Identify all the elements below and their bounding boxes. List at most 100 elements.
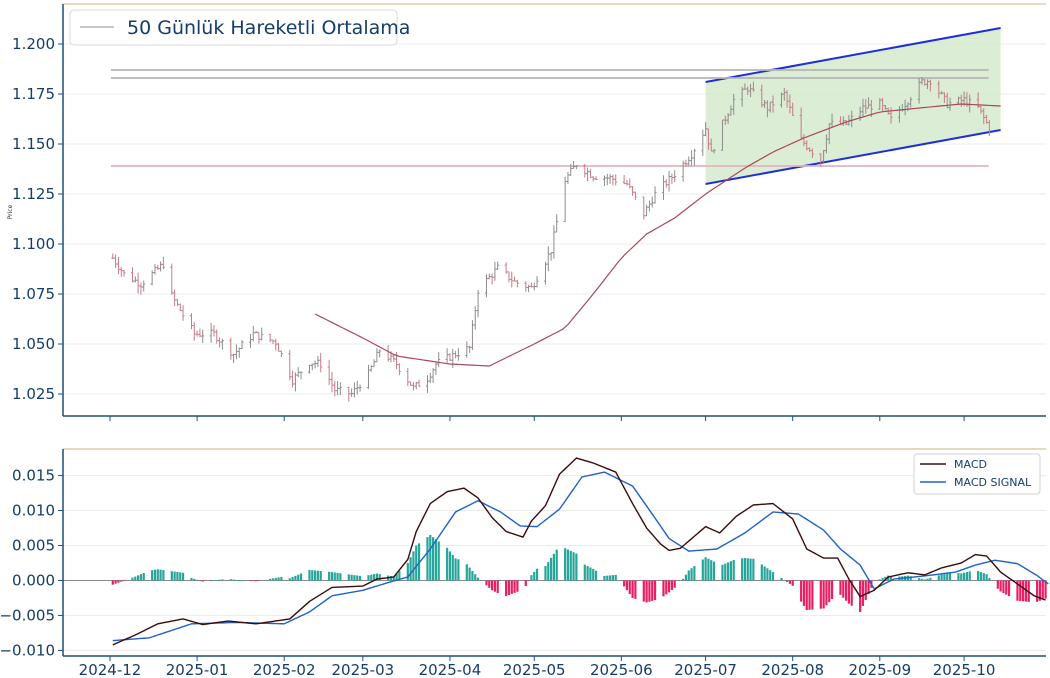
macd-histogram-bar — [662, 580, 665, 597]
macd-histogram-bar — [358, 575, 362, 581]
macd-y-tick-label: 0.015 — [12, 467, 55, 485]
macd-histogram-bar — [634, 580, 637, 599]
macd-x-tick-label: 2025-09 — [848, 661, 911, 678]
price-y-tick-label: 1.050 — [12, 335, 55, 353]
macd-histogram-bar — [156, 569, 159, 581]
macd-histogram-bar — [454, 558, 457, 581]
macd-histogram-bar — [957, 573, 960, 581]
macd-histogram-bar — [131, 577, 134, 581]
macd-histogram-bar — [788, 580, 791, 584]
macd-histogram-bar — [269, 578, 272, 581]
macd-histogram-bar — [254, 580, 258, 582]
macd-histogram-bar — [693, 566, 696, 581]
macd-histogram-bar — [828, 580, 831, 603]
macd-panel: −0.010 −0.005 0.000 0.005 0.010 0.015 2024-12… — [0, 448, 1049, 678]
macd-histogram-bar — [566, 549, 570, 581]
macd-histogram-bar — [350, 574, 353, 581]
macd-histogram-bar — [336, 572, 339, 581]
macd-histogram-bar — [1024, 580, 1027, 602]
macd-x-tick-label: 2025-03 — [332, 661, 395, 678]
macd-histogram-bar — [356, 575, 359, 581]
macd-histogram-bar — [918, 578, 921, 581]
macd-histogram-bar — [238, 580, 241, 581]
macd-histogram-bar — [569, 550, 572, 581]
macd-histogram-bar — [940, 574, 943, 581]
macd-histogram-bar — [280, 576, 283, 581]
macd-histogram-bar — [434, 539, 438, 581]
macd-y-tick-label: 0.005 — [12, 537, 55, 555]
macd-histogram-bar — [311, 570, 314, 581]
macd-histogram-bar — [830, 580, 834, 600]
macd-histogram-bar — [339, 573, 342, 581]
macd-histogram-bar — [347, 574, 350, 581]
macd-histogram-bar — [960, 573, 963, 581]
macd-histogram-bar — [151, 570, 154, 581]
macd-histogram-bar — [732, 560, 735, 581]
macd-histogram-bar — [372, 574, 376, 581]
macd-histogram-bar — [378, 574, 381, 581]
macd-histogram-bar — [594, 570, 598, 581]
macd-histogram-bar — [822, 580, 825, 609]
macd-histogram-bar — [861, 580, 865, 606]
macd-histogram-bar — [1002, 580, 1005, 594]
macd-histogram-bar — [1005, 580, 1008, 595]
macd-histogram-bar — [195, 579, 199, 581]
macd-histogram-bar — [771, 572, 775, 581]
macd-x-tick-label: 2025-10 — [933, 661, 996, 678]
price-y-tick-label: 1.125 — [12, 185, 55, 203]
macd-histogram-bar — [670, 580, 673, 591]
macd-x-tick-label: 2025-04 — [419, 661, 482, 678]
macd-histogram-bar — [176, 572, 179, 581]
macd-histogram-bar — [988, 578, 991, 581]
macd-histogram-bar — [490, 580, 494, 591]
macd-histogram-bar — [117, 580, 120, 583]
macd-histogram-bar — [667, 580, 671, 593]
macd-histogram-bar — [687, 570, 690, 581]
macd-histogram-bar — [825, 580, 828, 606]
macd-histogram-bar — [173, 571, 176, 581]
macd-histogram-bar — [409, 557, 412, 581]
macd-histogram-bar — [878, 579, 881, 581]
macd-histogram-bar — [614, 574, 617, 581]
macd-histogram-bar — [398, 571, 401, 581]
macd-histogram-bar — [682, 578, 685, 581]
macd-histogram-bar — [353, 575, 356, 581]
macd-histogram-bar — [651, 580, 654, 601]
macd-histogram-bar — [218, 579, 221, 581]
macd-histogram-bar — [235, 579, 238, 581]
macd-histogram-bar — [665, 580, 668, 595]
macd-histogram-bar — [426, 537, 429, 581]
macd-histogram-bar — [375, 573, 379, 581]
macd-histogram-bar — [271, 578, 275, 581]
macd-histogram-bar — [201, 580, 204, 582]
macd-histogram-bar — [249, 580, 252, 582]
macd-histogram-bar — [909, 576, 912, 581]
macd-histogram-bar — [712, 561, 716, 581]
macd-histogram-bar — [881, 578, 884, 581]
macd-histogram-bar — [603, 575, 606, 581]
macd-histogram-bar — [485, 580, 488, 586]
macd-histogram-bar — [752, 558, 755, 581]
macd-histogram-bar — [122, 580, 126, 582]
macd-histogram-bar — [471, 570, 474, 581]
macd-histogram-bar — [527, 580, 530, 582]
macd-histogram-bar — [583, 564, 586, 581]
candlestick-series — [111, 77, 991, 402]
macd-histogram-bar — [415, 545, 418, 581]
macd-histogram-bar — [212, 580, 216, 581]
macd-histogram-bar — [516, 580, 519, 592]
macd-histogram-bar — [977, 571, 980, 581]
macd-histogram-bar — [760, 564, 763, 581]
macd-histogram-bar — [488, 580, 491, 588]
macd-histogram-bar — [721, 564, 724, 581]
macd-histogram-bar — [406, 562, 409, 581]
macd-histogram-bar — [929, 577, 932, 581]
macd-y-tick-label: −0.005 — [0, 606, 55, 624]
macd-y-tick-label: −0.010 — [0, 641, 55, 659]
macd-legend-label-signal: MACD SIGNAL — [954, 476, 1032, 489]
macd-histogram-bar — [139, 574, 143, 581]
macd-histogram-bar — [1038, 580, 1042, 601]
macd-histogram-bar — [291, 577, 294, 581]
macd-histogram-bar — [653, 580, 657, 601]
price-x-ticks — [109, 416, 965, 421]
